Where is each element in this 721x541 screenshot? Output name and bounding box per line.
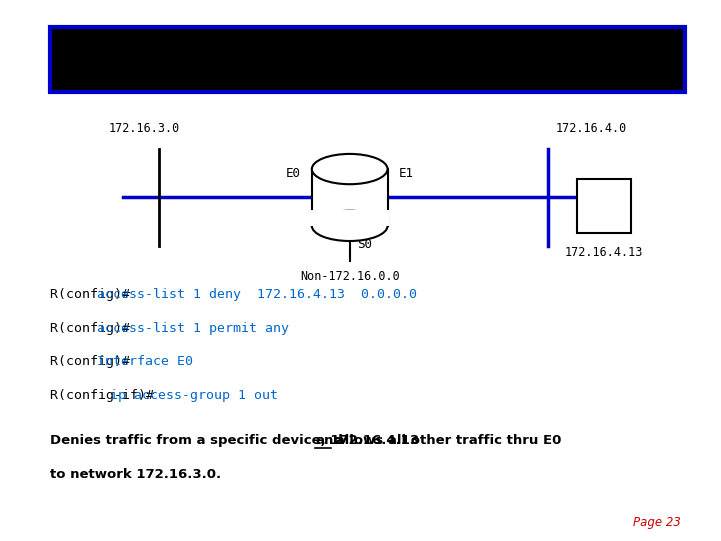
- Ellipse shape: [311, 154, 388, 184]
- Text: ip access-group 1 out: ip access-group 1 out: [110, 389, 278, 402]
- Text: Non-172.16.0.0: Non-172.16.0.0: [300, 270, 399, 283]
- Text: to network 172.16.3.0.: to network 172.16.3.0.: [50, 468, 221, 481]
- Text: R(config)#: R(config)#: [50, 322, 138, 335]
- Bar: [311, 169, 388, 226]
- Text: Interface E0: Interface E0: [97, 355, 193, 368]
- Text: R(config-if)#: R(config-if)#: [50, 389, 162, 402]
- Text: allows all other traffic thru E0: allows all other traffic thru E0: [331, 434, 561, 447]
- Text: and: and: [315, 434, 343, 447]
- Text: Page 23: Page 23: [634, 516, 681, 529]
- Text: 172.16.4.13: 172.16.4.13: [565, 246, 643, 259]
- FancyBboxPatch shape: [50, 27, 685, 92]
- Text: R(config)#: R(config)#: [50, 288, 138, 301]
- Text: E0: E0: [286, 167, 301, 180]
- Text: 172.16.3.0: 172.16.3.0: [109, 122, 180, 135]
- Text: 172.16.4.0: 172.16.4.0: [556, 122, 627, 135]
- Bar: [310, 209, 389, 226]
- Text: Denies traffic from a specific device, 172.16.4.13: Denies traffic from a specific device, 1…: [50, 434, 424, 447]
- Text: access-list 1 deny  172.16.4.13  0.0.0.0: access-list 1 deny 172.16.4.13 0.0.0.0: [97, 288, 417, 301]
- Text: access-list 1 permit any: access-list 1 permit any: [97, 322, 289, 335]
- Text: E1: E1: [398, 167, 413, 180]
- Ellipse shape: [311, 210, 388, 241]
- Text: S0: S0: [357, 238, 372, 251]
- Text: R(config)#: R(config)#: [50, 355, 138, 368]
- Text: server: server: [585, 201, 623, 210]
- Bar: [577, 179, 631, 233]
